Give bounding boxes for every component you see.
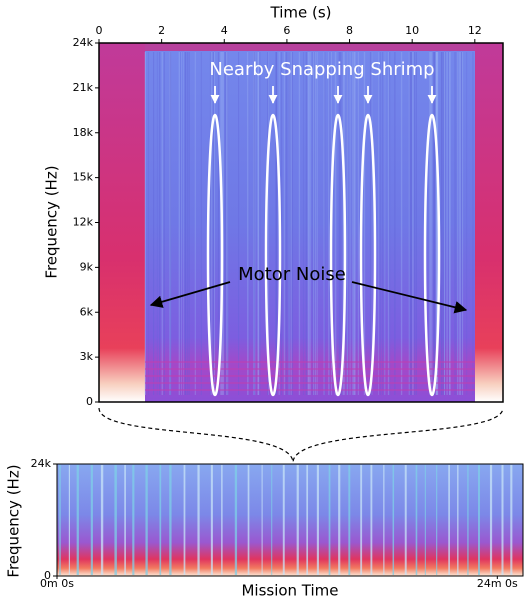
x-tick-label: 0 bbox=[96, 24, 103, 37]
y-tick-label: 0 bbox=[44, 569, 51, 582]
arrow bbox=[351, 281, 468, 314]
spectrogram-band bbox=[99, 43, 503, 51]
spectrogram-bottom bbox=[57, 464, 523, 576]
annotation: Motor Noise bbox=[238, 264, 346, 285]
ellipse bbox=[206, 113, 224, 397]
y-tick-label: 3k bbox=[80, 350, 94, 363]
y-tick-label: 24k bbox=[31, 457, 52, 470]
motor-noise-region bbox=[475, 43, 503, 402]
y-tick-label: 18k bbox=[73, 126, 94, 139]
x-tick-label: 24m 0s bbox=[477, 577, 518, 590]
y-axis-title: Frequency (Hz) bbox=[43, 165, 61, 278]
y-axis-title: Frequency (Hz) bbox=[5, 464, 23, 577]
x-axis-title: Time (s) bbox=[270, 4, 332, 22]
spectrogram-image bbox=[57, 464, 523, 576]
x-tick-label: 0m 0s bbox=[40, 577, 74, 590]
motor-noise-region bbox=[99, 43, 145, 402]
y-tick-label: 24k bbox=[73, 36, 94, 49]
ellipse bbox=[264, 113, 282, 397]
x-tick-label: 12 bbox=[468, 24, 482, 37]
y-tick-label: 9k bbox=[80, 260, 94, 273]
shrimp-ellipses bbox=[206, 113, 441, 397]
x-tick-label: 10 bbox=[405, 24, 419, 37]
y-tick-label: 6k bbox=[80, 305, 94, 318]
y-tick-label: 12k bbox=[73, 216, 94, 229]
zoom-brace bbox=[98, 407, 504, 463]
x-tick-label: 2 bbox=[158, 24, 165, 37]
plot-frame bbox=[56, 463, 524, 577]
ellipse bbox=[359, 113, 377, 397]
x-tick-label: 4 bbox=[221, 24, 228, 37]
x-axis-title: Mission Time bbox=[241, 582, 338, 600]
x-tick-label: 6 bbox=[283, 24, 290, 37]
y-tick-label: 15k bbox=[73, 171, 94, 184]
ellipse bbox=[329, 113, 347, 397]
shrimp-arrows bbox=[210, 86, 437, 104]
annotation: Nearby Snapping Shrimp bbox=[209, 59, 434, 80]
motor-arrows bbox=[149, 281, 468, 314]
ellipse bbox=[423, 113, 441, 397]
y-tick-label: 21k bbox=[73, 81, 94, 94]
x-tick-label: 8 bbox=[346, 24, 353, 37]
arrow bbox=[149, 281, 231, 308]
spectrogram-top bbox=[99, 43, 503, 402]
y-tick-label: 0 bbox=[86, 395, 93, 408]
